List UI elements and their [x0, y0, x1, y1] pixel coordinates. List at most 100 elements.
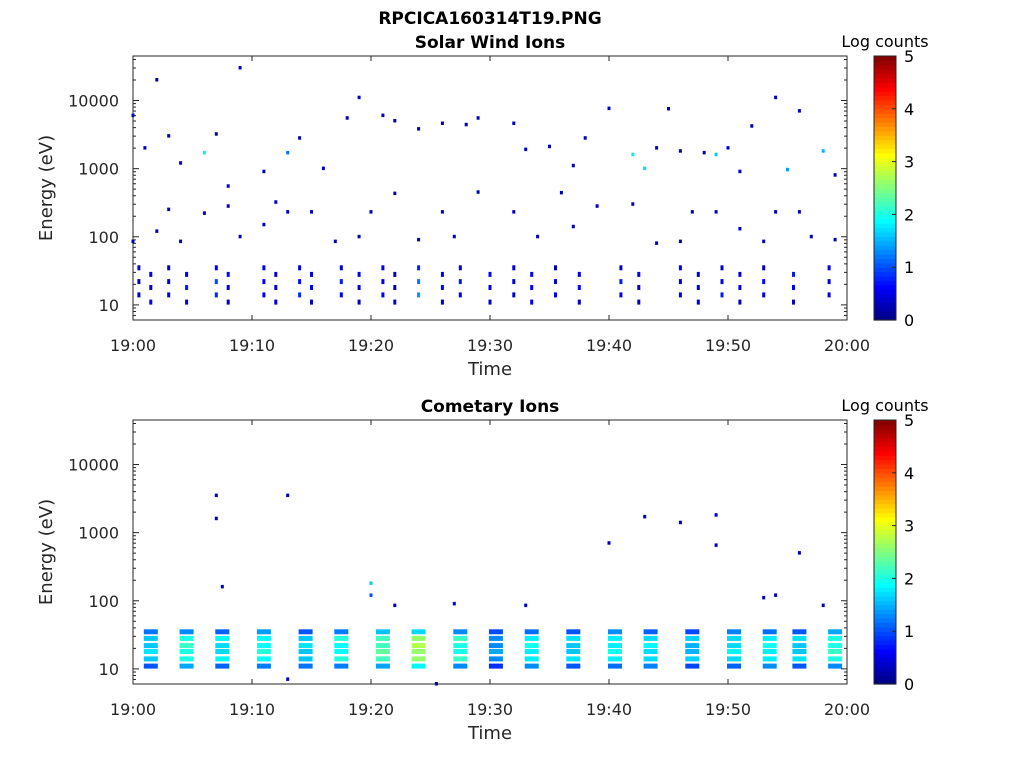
heatmap-cell [202, 211, 206, 215]
colorbar-segment [874, 644, 896, 650]
heatmap-burst-cell [685, 649, 700, 654]
heatmap-burst-cell [792, 285, 795, 290]
heatmap-burst-cell [608, 629, 622, 635]
heatmap-burst-cell [453, 635, 468, 641]
heatmap-burst-cell [727, 656, 741, 662]
colorbar-segment [874, 232, 896, 237]
colorbar-segment [874, 179, 896, 185]
cometary-panel: Cometary Ions 19:00 19:10 19:20 19:30 19:40 1… [36, 396, 929, 744]
colorbar-tick-label: 2 [904, 205, 914, 224]
colorbar-segment [874, 604, 896, 610]
colorbar-segment [874, 428, 896, 434]
colorbar-segment [874, 258, 896, 264]
colorbar-segment [874, 157, 896, 163]
heatmap-burst-cell [828, 663, 843, 669]
colorbar-segment [874, 82, 896, 88]
heatmap-burst-cell [524, 629, 539, 635]
heatmap-cell [595, 204, 599, 208]
heatmap-burst-cell [137, 292, 141, 298]
y-tick-label: 100 [88, 228, 119, 247]
heatmap-burst-cell [566, 663, 581, 669]
heatmap-cell [607, 106, 611, 111]
heatmap-cell [345, 116, 349, 120]
heatmap-burst-cell [566, 656, 581, 662]
solar-wind-y-axis: 10 100 1000 10000 [68, 58, 847, 321]
solar-wind-title: Solar Wind Ions [415, 33, 566, 53]
heatmap-burst-cell [411, 629, 426, 635]
colorbar-segment [874, 596, 896, 601]
cometary-y-label: Energy (eV) [36, 499, 57, 605]
heatmap-burst-cell [357, 271, 361, 277]
x-tick-label: 19:50 [705, 700, 751, 719]
colorbar-tick-label: 5 [904, 411, 914, 430]
heatmap-burst-cell [608, 649, 622, 654]
heatmap-cell [702, 150, 706, 155]
heatmap-burst-cell [530, 271, 534, 277]
colorbar-segment [874, 64, 896, 70]
heatmap-burst-cell [643, 635, 658, 641]
colorbar-segment [874, 280, 896, 286]
colorbar-segment [874, 271, 896, 277]
colorbar-segment [874, 437, 896, 443]
heatmap-burst-cell [488, 299, 492, 305]
heatmap-burst-cell [179, 635, 194, 641]
heatmap-burst-cell [643, 663, 658, 669]
colorbar-segment [874, 108, 896, 114]
heatmap-burst-cell [696, 271, 700, 277]
colorbar-segment [874, 499, 896, 505]
heatmap-burst-cell [334, 629, 349, 635]
x-tick-label: 20:00 [824, 700, 870, 719]
heatmap-burst-cell [179, 663, 194, 669]
colorbar-segment [874, 543, 896, 549]
x-tick-label: 19:20 [348, 336, 394, 355]
heatmap-burst-cell [185, 299, 189, 305]
heatmap-burst-cell [375, 643, 390, 649]
heatmap-burst-cell [143, 635, 158, 641]
heatmap-burst-cell [827, 279, 831, 285]
colorbar-segment [874, 293, 896, 299]
heatmap-burst-cell [298, 279, 302, 285]
colorbar-segment [874, 666, 896, 672]
heatmap-burst-cell [226, 285, 230, 290]
colorbar-segment [874, 223, 896, 229]
heatmap-burst-cell [762, 643, 777, 649]
colorbar-segment [874, 302, 896, 308]
colorbar-segment [874, 183, 896, 189]
heatmap-cell [167, 134, 171, 138]
colorbar-segment [874, 196, 896, 202]
colorbar-segment [874, 508, 896, 513]
solar-wind-x-axis: 19:00 19:10 19:20 19:30 19:40 19:50 20:00 [110, 56, 870, 355]
colorbar-segment [874, 635, 896, 641]
heatmap-cell [809, 234, 813, 239]
heatmap-burst-cell [453, 656, 468, 662]
x-tick-label: 19:20 [348, 700, 394, 719]
heatmap-burst-cell [530, 285, 534, 290]
solar-wind-plot-area [132, 55, 848, 321]
colorbar-segment [874, 486, 896, 491]
colorbar-tick-label: 5 [904, 47, 914, 66]
heatmap-cell [714, 543, 718, 547]
heatmap-burst-cell [720, 292, 724, 298]
heatmap-burst-cell [453, 663, 468, 669]
heatmap-burst-cell [608, 635, 622, 641]
colorbar-tick-label: 3 [904, 153, 914, 172]
heatmap-cell [631, 152, 635, 157]
heatmap-cell [678, 239, 682, 244]
heatmap-cell [774, 95, 778, 100]
colorbar-segment [874, 86, 896, 92]
heatmap-cell [434, 682, 438, 686]
heatmap-cell [220, 584, 224, 589]
colorbar-segment [874, 276, 896, 281]
colorbar-segment [874, 126, 896, 132]
solar-wind-colorbar: 0 1 2 3 4 5 [873, 47, 914, 330]
heatmap-cell [357, 95, 361, 100]
y-tick-label: 1000 [78, 524, 119, 543]
heatmap-cell [512, 210, 516, 214]
heatmap-cell [417, 127, 421, 131]
heatmap-burst-cell [577, 299, 581, 305]
heatmap-burst-cell [524, 643, 539, 649]
heatmap-cell [131, 239, 135, 244]
colorbar-segment [874, 152, 896, 158]
colorbar-segment [874, 188, 896, 193]
